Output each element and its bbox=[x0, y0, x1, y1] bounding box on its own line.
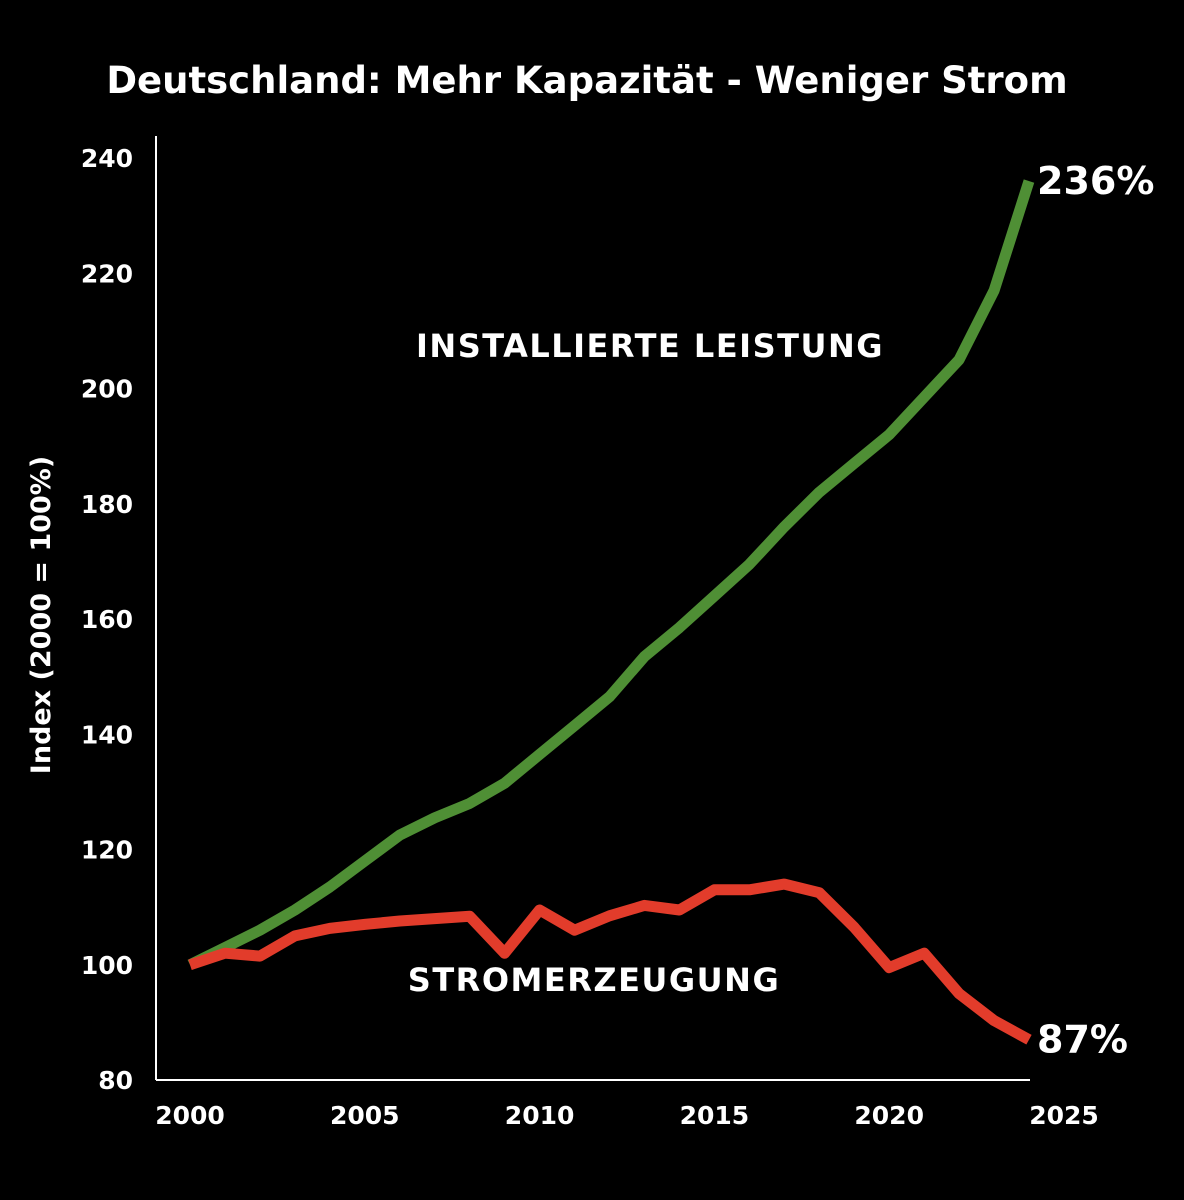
y-tick-label: 100 bbox=[81, 951, 133, 980]
series-label-stromerzeugung: STROMERZEUGUNG bbox=[408, 961, 780, 999]
y-tick-label: 200 bbox=[81, 375, 133, 404]
series-lines bbox=[187, 179, 1035, 1045]
series-label-installierte-leistung: INSTALLIERTE LEISTUNG bbox=[416, 327, 884, 365]
x-tick-label: 2000 bbox=[155, 1101, 225, 1130]
y-axis-title: Index (2000 = 100%) bbox=[26, 456, 57, 774]
y-tick-label: 120 bbox=[81, 836, 133, 865]
series-line-installierte-leistung bbox=[187, 179, 1035, 970]
x-tick-label: 2010 bbox=[505, 1101, 575, 1130]
y-tick-label: 220 bbox=[81, 259, 133, 288]
tick-labels: 80 100 120 140 160 180 200 220 240 2000 2005 2010 20… bbox=[81, 144, 1099, 1130]
y-tick-label: 80 bbox=[98, 1066, 133, 1095]
y-tick-label: 140 bbox=[81, 720, 133, 749]
y-tick-label: 160 bbox=[81, 605, 133, 634]
y-tick-label: 240 bbox=[81, 144, 133, 173]
x-tick-label: 2015 bbox=[680, 1101, 750, 1130]
end-label-stromerzeugung: 87% bbox=[1037, 1018, 1128, 1062]
y-tick-label: 180 bbox=[81, 490, 133, 519]
x-tick-label: 2005 bbox=[330, 1101, 400, 1130]
chart-title: Deutschland: Mehr Kapazität - Weniger St… bbox=[106, 59, 1067, 102]
series-line-stromerzeugung bbox=[188, 878, 1032, 1045]
x-tick-label: 2020 bbox=[854, 1101, 924, 1130]
x-tick-label: 2025 bbox=[1029, 1101, 1099, 1130]
axes bbox=[155, 136, 1030, 1081]
series-labels: INSTALLIERTE LEISTUNG 236% STROMERZEUGUNG 8… bbox=[408, 159, 1155, 1062]
end-label-installierte-leistung: 236% bbox=[1037, 159, 1154, 203]
